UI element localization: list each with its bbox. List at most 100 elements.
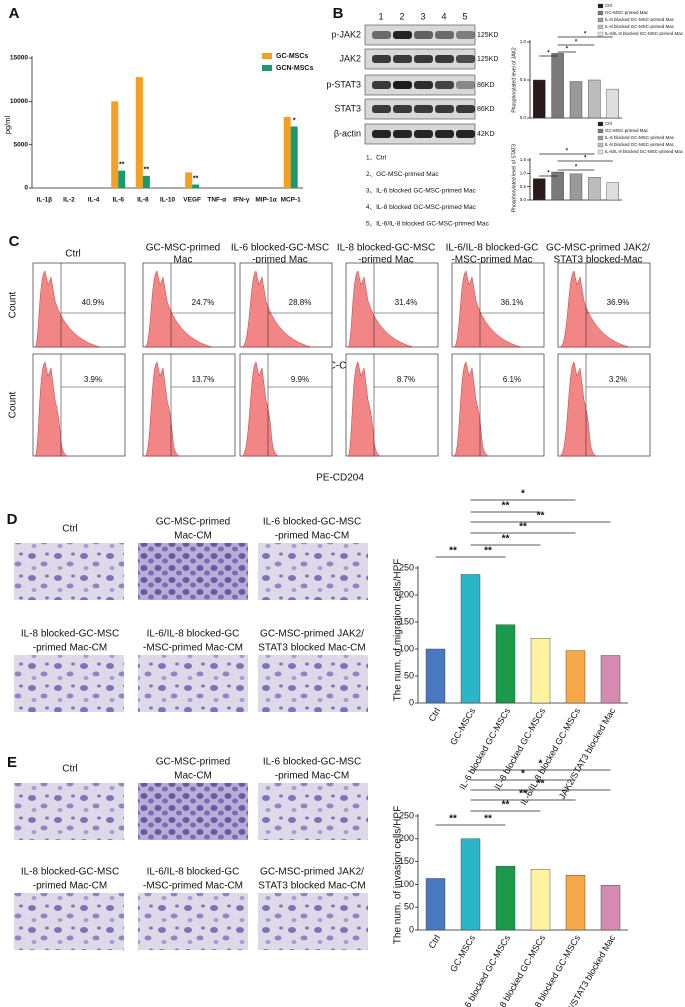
- flow-percent: 31.4%: [395, 298, 418, 307]
- bar: [533, 79, 546, 119]
- flow-histogram: [453, 270, 522, 348]
- bar: [185, 172, 193, 188]
- significance: **: [519, 522, 527, 533]
- legend-label: IL-6/IL-8 blocked GC-MSC-primed Mac: [605, 149, 684, 154]
- flow-column-title: GC-MSC-primed: [146, 243, 220, 254]
- significance: *: [575, 40, 578, 46]
- bar: [588, 79, 601, 119]
- x-tick-label: JAK2/STAT3 blocked Mac: [557, 933, 618, 1007]
- y-tick-label: 100: [399, 879, 414, 889]
- flow-x-label: PE-CD204: [316, 473, 364, 484]
- significance: *: [566, 149, 569, 155]
- flow-percent: 28.8%: [289, 298, 312, 307]
- y-tick-label: 1.5: [520, 157, 527, 162]
- micrograph: [14, 655, 124, 712]
- lane-number: 5: [462, 11, 467, 21]
- significance: *: [521, 769, 525, 780]
- image-title: Ctrl: [62, 764, 78, 775]
- legend-label: IL-6 blocked GC-MSC-primed Mac: [605, 135, 675, 140]
- bar: [425, 648, 446, 704]
- micrograph: [138, 543, 248, 600]
- micrograph: [138, 893, 248, 950]
- legend-swatch: [597, 17, 604, 23]
- bar: [192, 184, 200, 188]
- bar: [530, 869, 551, 931]
- flow-x-label: APC-CD86: [315, 361, 365, 372]
- legend-swatch: [262, 53, 272, 59]
- blot-band: [372, 31, 391, 39]
- flow-histogram: [34, 361, 68, 457]
- y-tick-label: 0.5: [520, 184, 527, 189]
- flow-column-title: IL-6 blocked-GC-MSC: [231, 243, 329, 254]
- y-tick-label: 0.0: [520, 197, 527, 202]
- x-tick-label: IL-1β: [37, 197, 53, 204]
- blot-band: [414, 31, 433, 39]
- legend-swatch: [597, 3, 604, 9]
- legend-swatch: [597, 121, 604, 127]
- image-title: GC-MSC-primed: [156, 517, 230, 528]
- blot-legend: 1、Ctrl: [366, 155, 387, 162]
- significance: **: [502, 800, 510, 811]
- y-tick-label: 0: [409, 697, 414, 707]
- legend-label: Ctrl: [605, 121, 612, 126]
- panel-label: A: [9, 5, 20, 22]
- legend-label: GC-MSC-primed Mac: [605, 128, 649, 133]
- legend-swatch: [597, 142, 604, 148]
- x-tick-label: GC-MSCs: [448, 933, 477, 974]
- significance: **: [144, 167, 150, 174]
- blot-band: [435, 55, 454, 63]
- blot-label: β-actin: [334, 128, 361, 138]
- image-title: IL-6 blocked-GC-MSC: [263, 517, 361, 528]
- significance: *: [547, 171, 550, 177]
- image-title: -MSC-primed Mac-CM: [143, 881, 243, 892]
- flow-percent: 6.1%: [503, 375, 521, 384]
- y-tick-label: 150: [399, 856, 414, 866]
- y-tick-label: 200: [399, 589, 414, 599]
- blot-band: [456, 130, 475, 138]
- significance: **: [449, 546, 457, 557]
- legend-label: IL-8 blocked GC-MSC-primed Mac: [605, 24, 675, 29]
- blot-band: [414, 81, 433, 89]
- x-tick-label: IL-10: [160, 197, 176, 204]
- x-tick-label: Ctrl: [427, 706, 443, 723]
- flow-column-title: Mac: [174, 255, 193, 266]
- significance: **: [484, 546, 492, 557]
- blot-band: [456, 55, 475, 63]
- legend-swatch: [597, 128, 604, 134]
- bar: [533, 178, 546, 201]
- micrograph: [138, 783, 248, 840]
- flow-histogram: [144, 270, 213, 348]
- blot-band: [393, 81, 412, 89]
- flow-histogram: [241, 361, 279, 457]
- y-axis-title: The num. of migration cells/HPF: [393, 559, 404, 702]
- significance: *: [293, 117, 296, 124]
- significance: **: [193, 175, 199, 182]
- significance: **: [537, 779, 545, 790]
- bar: [600, 885, 621, 931]
- flow-column-title: -MSC-primed Mac: [451, 255, 532, 266]
- micrograph: [258, 543, 368, 600]
- blot-band: [372, 130, 391, 138]
- blot-label: p-STAT3: [326, 79, 361, 89]
- significance: *: [584, 156, 587, 162]
- image-title: -primed Mac-CM: [33, 881, 107, 892]
- y-tick-label: 50: [404, 902, 414, 912]
- flow-percent: 3.2%: [609, 375, 627, 384]
- legend-label: GCN-MSCs: [276, 65, 313, 72]
- significance: **: [537, 511, 545, 522]
- flow-column-title: IL-8 blocked-GC-MSC: [337, 243, 435, 254]
- legend-label: GC-MSC-primed Mac: [605, 10, 649, 15]
- blot-size: 42KD: [477, 131, 495, 138]
- image-title: Ctrl: [62, 524, 78, 535]
- micrograph: [14, 783, 124, 840]
- bar: [460, 838, 481, 931]
- bar: [495, 624, 516, 704]
- flow-column-title: IL-6/IL-8 blocked-GC: [446, 243, 539, 254]
- flow-percent: 3.9%: [84, 375, 102, 384]
- y-axis-title: Phosphorylated level of JAK2: [511, 47, 517, 113]
- bar: [551, 53, 564, 119]
- y-tick-label: 0: [24, 185, 28, 192]
- y-tick-label: 250: [399, 810, 414, 820]
- flow-column-title: STAT3 blocked-Mac: [553, 255, 642, 266]
